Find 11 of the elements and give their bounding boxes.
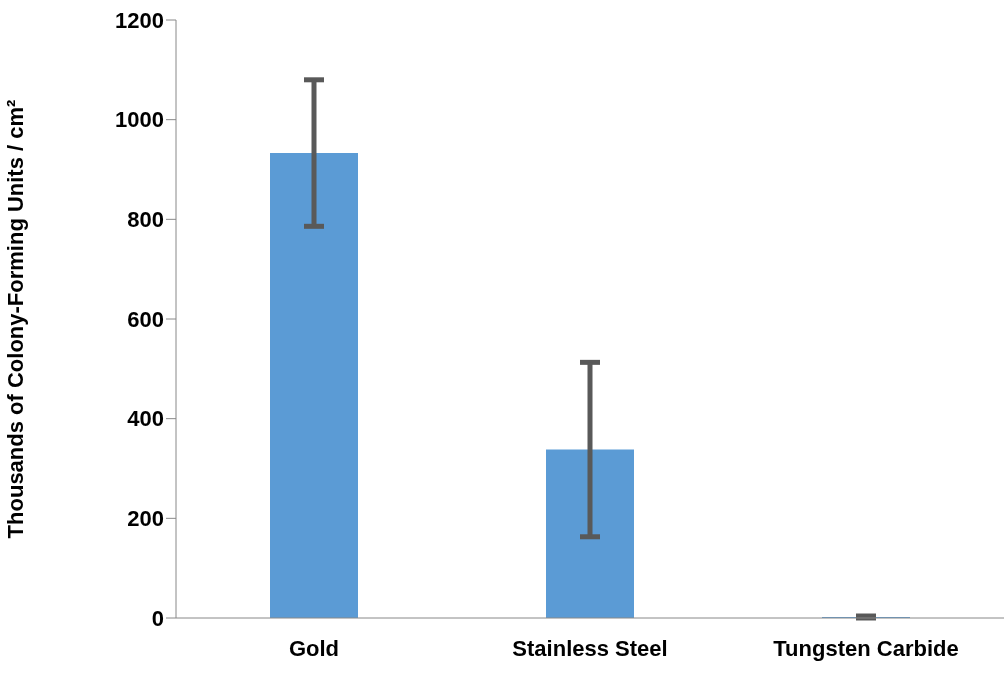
y-tick-label: 400 (127, 406, 164, 432)
x-tick-label: Stainless Steel (512, 635, 668, 661)
y-tick-label: 200 (127, 506, 164, 532)
y-tick-label: 600 (127, 306, 164, 332)
y-tick-label: 1200 (115, 7, 164, 33)
y-tick-label: 0 (151, 605, 164, 631)
x-tick-label: Gold (288, 635, 340, 661)
x-tick-label: Tungsten Carbide (773, 635, 959, 661)
y-axis-title: Thousands of Colony-Forming Units / cm² (2, 99, 28, 539)
y-tick-label: 800 (127, 207, 164, 233)
y-tick-label: 1000 (115, 107, 164, 133)
